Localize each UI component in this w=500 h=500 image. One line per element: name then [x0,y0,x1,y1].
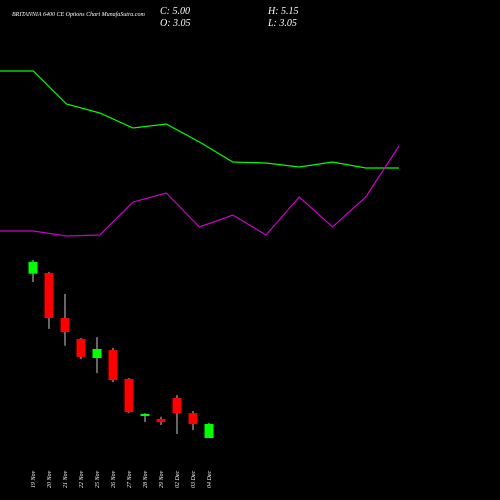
x-tick-label: 29 Nov [159,470,165,488]
low-info: L: 3.05 [267,18,297,29]
candle-body [124,378,134,413]
candle-body [108,350,118,380]
x-tick-label: 26 Nov [111,470,117,488]
indicator-line [0,70,399,169]
candle-body [156,418,166,423]
x-tick-label: 27 Nov [127,470,133,488]
chart-title: BRITANNIA 6400 CE Options Chart MunafaSu… [12,11,145,18]
candle-body [172,398,182,414]
x-tick-label: 04 Dec [206,471,213,488]
x-tick-label: 28 Nov [143,470,149,488]
close-info: C: 5.00 [160,6,190,17]
x-tick-label: 03 Dec [191,471,197,488]
x-tick-label: 20 Nov [47,470,53,488]
x-tick-label: 22 Nov [79,470,85,488]
candle-body [92,349,102,359]
x-tick-label: 21 Nov [63,470,69,488]
open-info: O: 3.05 [160,18,191,29]
high-info: H: 5.15 [267,6,299,17]
candle-body [188,413,198,424]
candle-body [140,413,150,417]
x-tick-label: 19 Nov [31,470,37,488]
candle-body [76,338,86,357]
candle-body [28,261,38,274]
candle-body [44,272,54,319]
indicator-line [0,145,400,237]
x-tick-label: 25 Nov [95,470,101,488]
x-tick-label: 02 Dec [175,471,181,488]
candle-body [60,318,70,333]
candle-body [204,423,214,438]
